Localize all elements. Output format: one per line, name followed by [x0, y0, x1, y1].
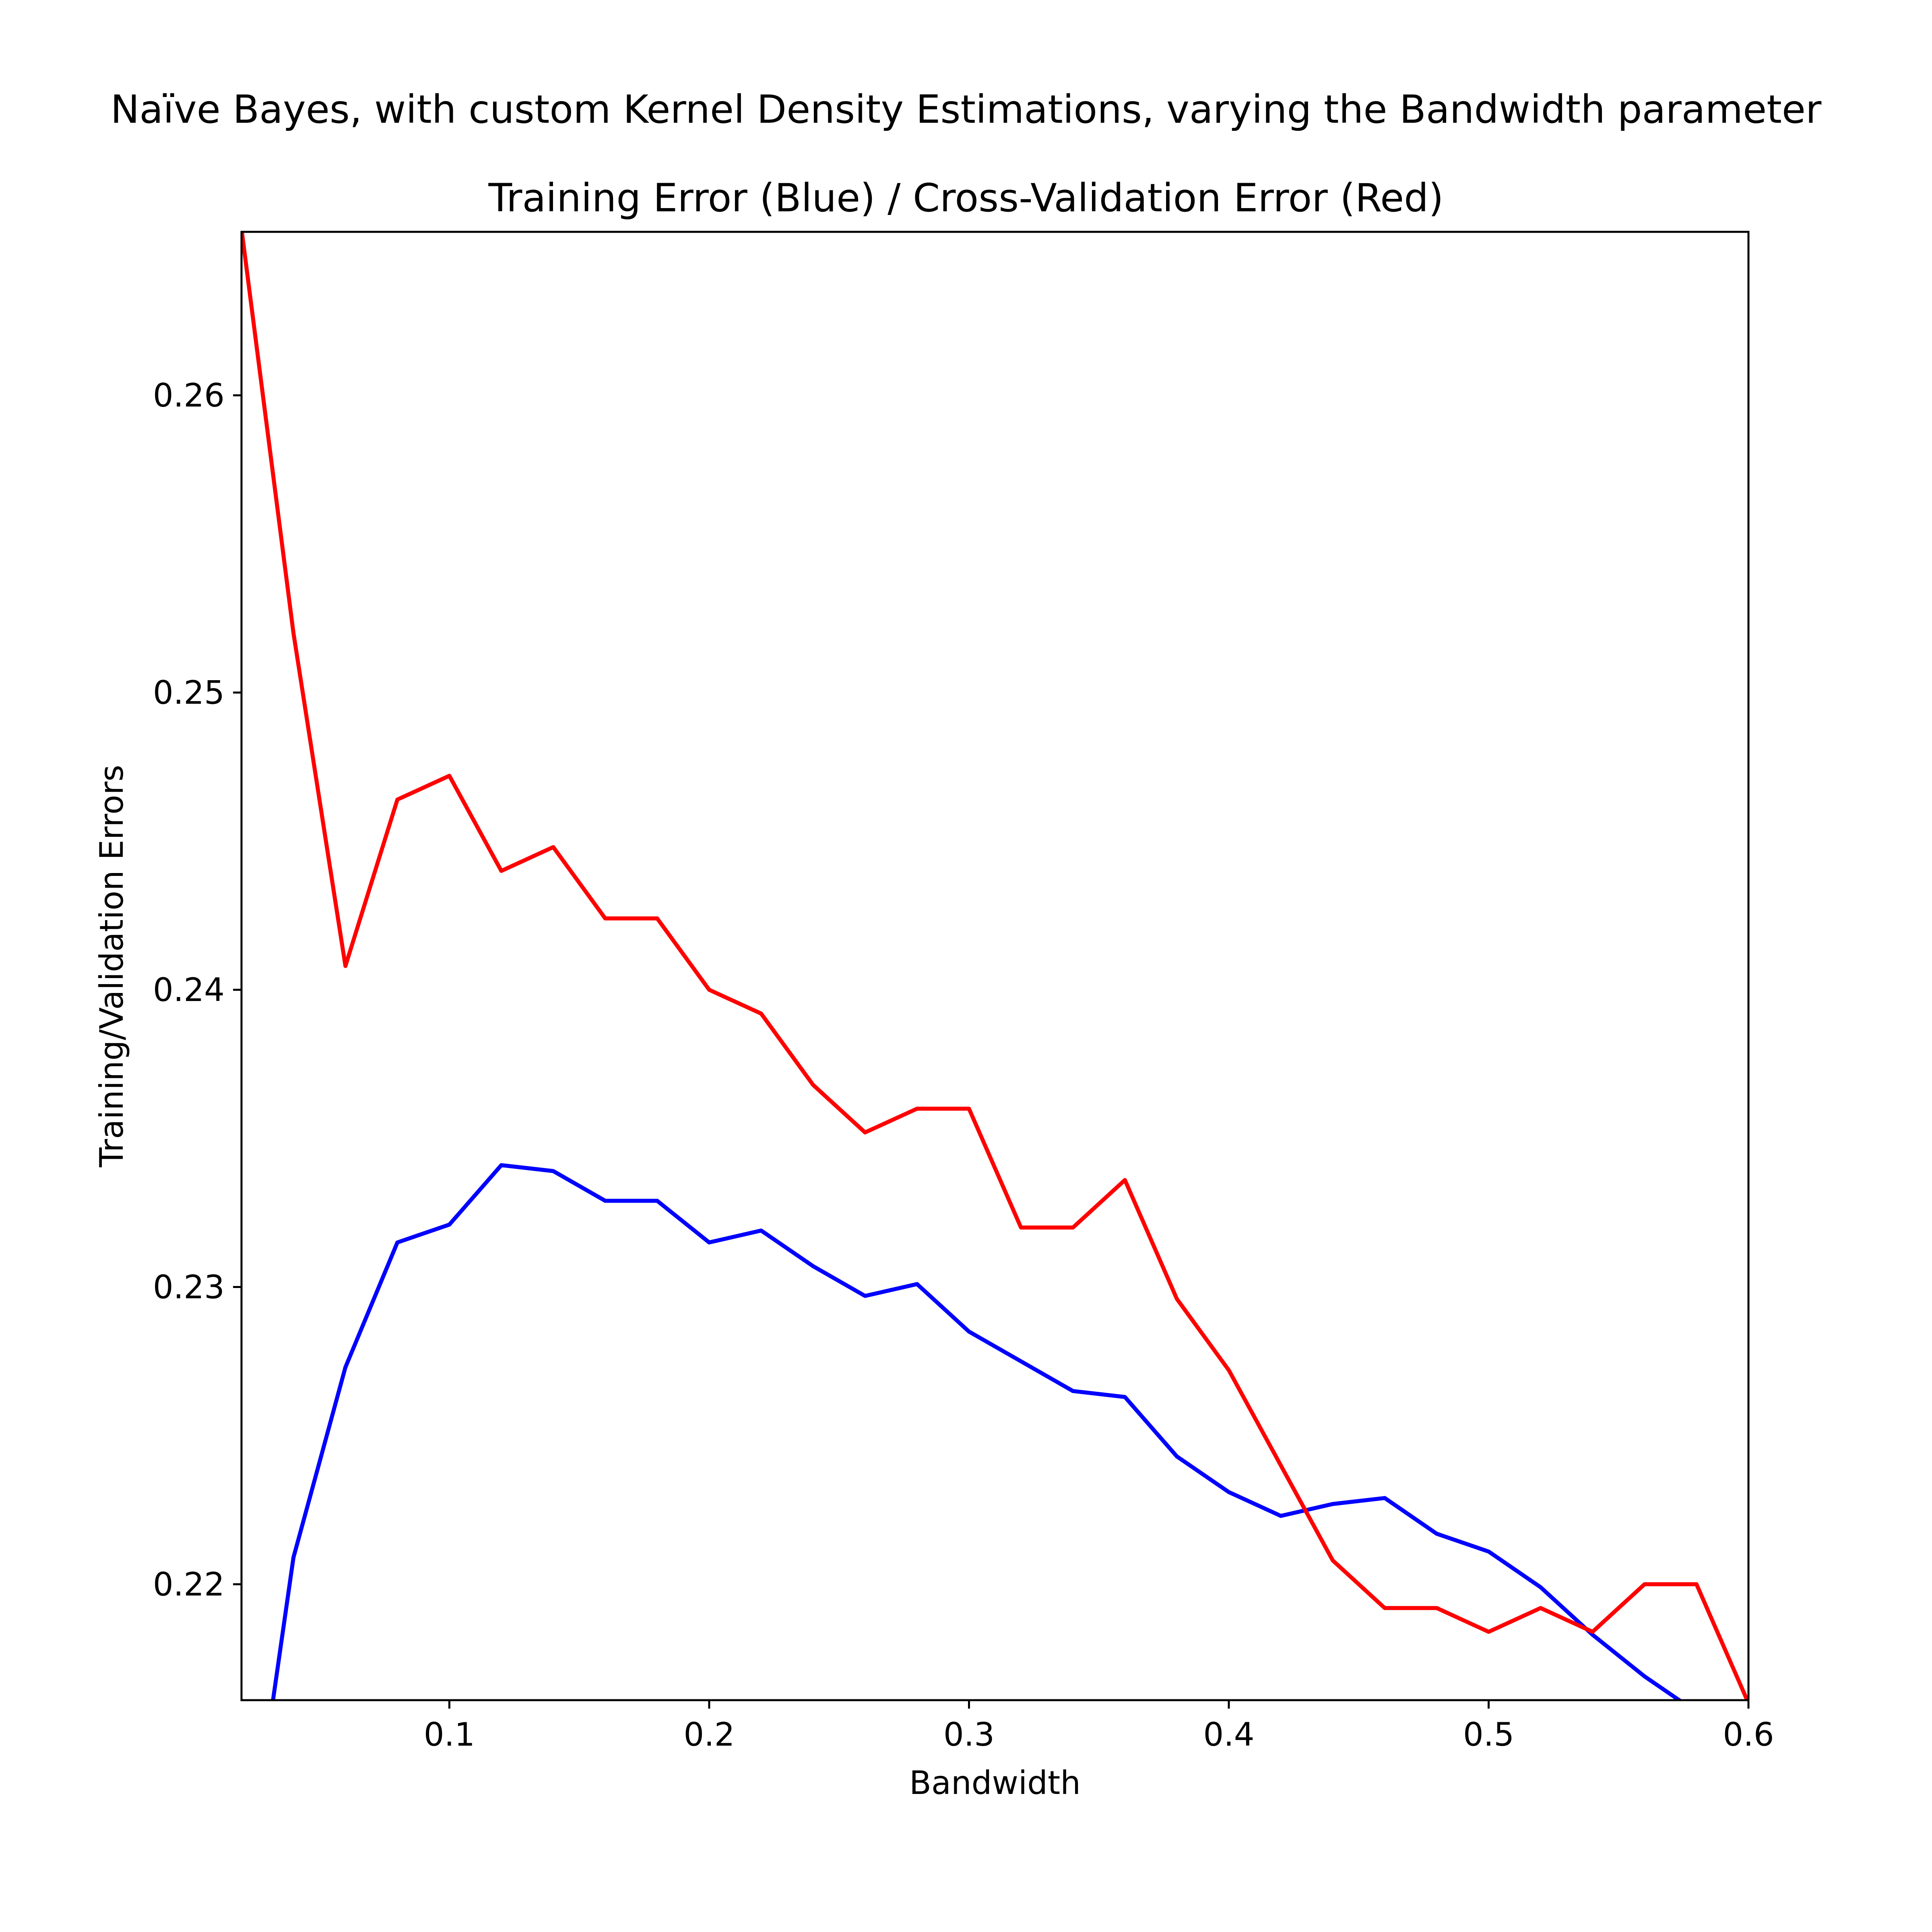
x-tick-label: 0.6: [1723, 1716, 1774, 1753]
y-tick-label: 0.25: [153, 674, 225, 712]
y-axis-label: Training/Validation Errors: [93, 765, 130, 1168]
x-tick-label: 0.3: [943, 1716, 995, 1753]
chart-suptitle: Naïve Bayes, with custom Kernel Density …: [111, 87, 1822, 132]
y-tick-label: 0.23: [153, 1269, 225, 1306]
x-tick-label: 0.2: [683, 1716, 735, 1753]
x-tick-label: 0.1: [424, 1716, 475, 1753]
y-tick-label: 0.24: [153, 971, 225, 1009]
x-tick-label: 0.5: [1463, 1716, 1514, 1753]
y-tick-label: 0.22: [153, 1566, 225, 1603]
x-axis-label: Bandwidth: [909, 1764, 1081, 1802]
y-tick-label: 0.26: [153, 377, 225, 414]
chart-title: Training Error (Blue) / Cross-Validation…: [488, 175, 1443, 221]
x-tick-label: 0.4: [1203, 1716, 1254, 1753]
